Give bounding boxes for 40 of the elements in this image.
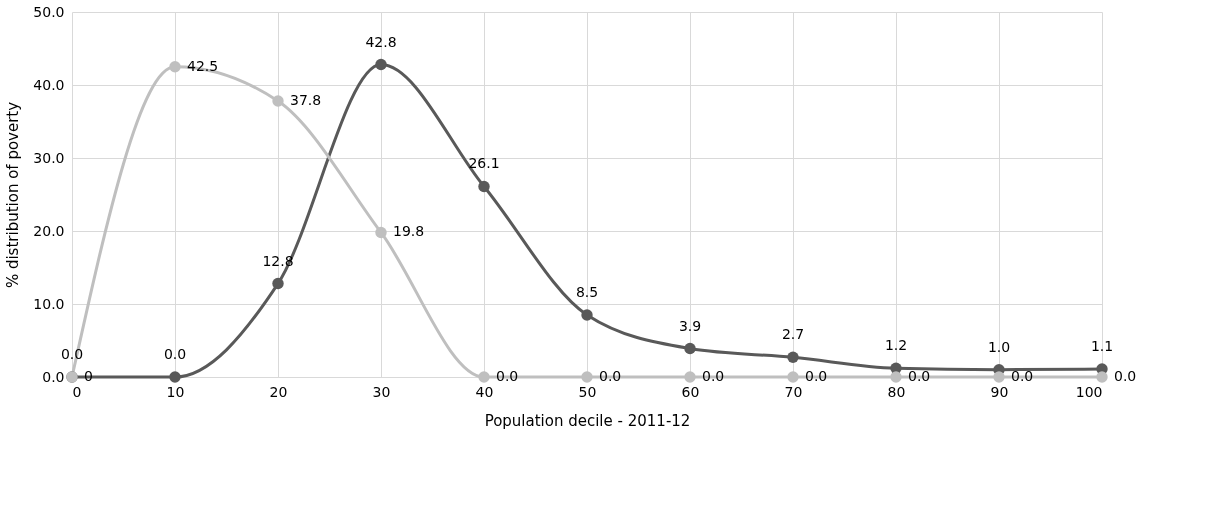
data-label: 19.8 [393,223,425,240]
data-label: 0.0 [496,368,519,384]
x-tick-label: 60 [681,383,700,400]
data-label: 3.9 [678,317,702,334]
y-tick-label: 50.0 [33,3,65,20]
data-label: 2.7 [781,326,805,343]
x-tick-label: 30 [372,383,391,400]
x-tick-label: 70 [784,383,803,400]
y-tick-label: 20.0 [33,222,65,239]
data-label: 26.1 [468,155,500,172]
data-label: 0.0 [1011,368,1034,384]
x-tick-label: 90 [990,383,1009,400]
data-label: 0.0 [1114,368,1137,384]
y-tick-label: 30.0 [33,149,65,166]
data-label: 37.8 [290,92,322,109]
data-label: 1.0 [987,338,1011,355]
x-tick-label: 100 [1075,383,1103,400]
data-label: 0.0 [702,368,725,384]
y-tick-label: 40.0 [33,76,65,93]
data-label: 0.0 [805,368,828,384]
data-label: 1.1 [1090,337,1114,354]
x-axis-title: Population decile - 2011-12 [484,411,691,430]
y-axis-title: % distribution of poverty [4,101,23,289]
data-label: 0 [84,368,93,384]
x-tick-label: 40 [475,383,494,400]
data-label: 0.0 [163,346,187,362]
x-tick-label: 10 [166,383,185,400]
x-tick-label: 50 [578,383,597,400]
x-tick-label: 80 [887,383,906,400]
data-label: 8.5 [575,283,599,300]
y-tick-label: 0.0 [42,368,65,385]
data-label: 0.0 [908,368,931,384]
y-tick-label: 10.0 [33,295,65,312]
data-label: 42.8 [365,33,397,50]
data-label: 0.0 [599,368,622,384]
data-label: 42.5 [187,57,219,74]
data-label: 1.2 [884,337,908,354]
x-tick-label: 20 [269,383,288,400]
x-tick-label: 0 [72,383,82,400]
data-label: 0.0 [60,346,84,362]
